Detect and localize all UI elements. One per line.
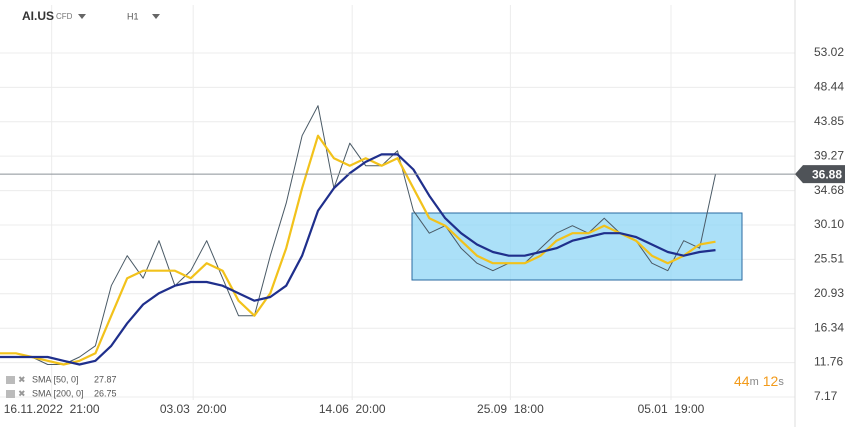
x-tick-label: 05.01 19:00 xyxy=(638,402,705,416)
y-tick-label: 7.17 xyxy=(814,389,838,403)
y-tick-label: 34.68 xyxy=(814,183,844,197)
countdown-minutes: 44 xyxy=(734,373,750,389)
countdown-unit: s xyxy=(778,376,784,388)
legend-value: 27.87 xyxy=(94,374,117,384)
x-tick-label: 16.11.2022 21:00 xyxy=(4,402,100,416)
drawn-box[interactable] xyxy=(411,212,743,281)
y-tick-label: 39.27 xyxy=(814,148,844,162)
legend-menu-icon xyxy=(6,390,15,398)
price-line xyxy=(0,105,716,365)
legend-name: SMA [200, 0] xyxy=(32,388,84,398)
current-price-label: 36.88 xyxy=(812,167,842,181)
interval-dropdown[interactable] xyxy=(152,14,160,19)
y-tick-label: 16.34 xyxy=(814,320,844,334)
countdown-seconds: 12 xyxy=(763,373,779,389)
y-tick-label: 48.44 xyxy=(814,80,844,94)
y-tick-label: 53.02 xyxy=(814,45,844,59)
countdown: 44m 12s xyxy=(734,373,784,389)
x-tick-label: 14.06 20:00 xyxy=(319,402,386,416)
sma-line xyxy=(0,134,716,366)
symbol-dropdown[interactable] xyxy=(78,14,86,19)
countdown-unit: m xyxy=(750,376,759,388)
legend-menu-icon xyxy=(6,376,15,384)
symbol[interactable]: AI.US xyxy=(22,9,54,23)
x-tick-label: 25.09 18:00 xyxy=(477,402,544,416)
y-tick-label: 11.76 xyxy=(814,355,843,369)
legend-close[interactable]: ✖ xyxy=(18,374,26,384)
instrument-type: CFD xyxy=(56,12,73,21)
y-tick-label: 25.51 xyxy=(814,252,844,266)
sma-line xyxy=(0,153,716,366)
y-tick-label: 30.10 xyxy=(814,217,844,231)
current-price-tag xyxy=(795,165,845,184)
legend-value: 26.75 xyxy=(94,388,117,398)
legend-name: SMA [50, 0] xyxy=(32,374,79,384)
interval[interactable]: H1 xyxy=(127,11,139,21)
legend-close[interactable]: ✖ xyxy=(18,388,26,398)
y-tick-label: 20.93 xyxy=(814,286,844,300)
y-tick-label: 43.85 xyxy=(814,114,844,128)
x-tick-label: 03.03 20:00 xyxy=(160,402,227,416)
